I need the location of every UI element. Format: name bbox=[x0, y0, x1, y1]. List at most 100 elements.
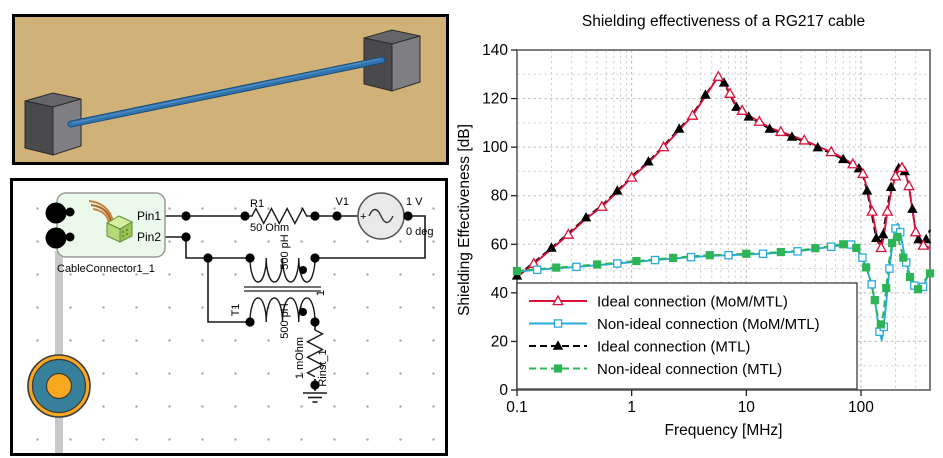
marker-square-filled bbox=[776, 247, 785, 257]
t1-secondary-winding bbox=[249, 297, 316, 323]
v1-phase: 0 deg bbox=[406, 226, 434, 238]
t1-coupling: 1 bbox=[315, 290, 327, 296]
plot-frame bbox=[516, 49, 931, 391]
t1-secondary-polarity-dot bbox=[299, 308, 307, 316]
t1-primary-value: 500 pH bbox=[279, 234, 291, 270]
resistor-r1[interactable]: R1 50 Ohm bbox=[245, 198, 315, 234]
marker-square-open bbox=[613, 259, 622, 268]
marker-square-filled bbox=[811, 244, 820, 253]
coax-cross-section[interactable] bbox=[27, 354, 91, 418]
connector-icon bbox=[88, 200, 134, 243]
r1-value: 50 Ohm bbox=[250, 222, 289, 234]
marker-square-filled bbox=[914, 285, 923, 294]
wire-to-secondary bbox=[207, 258, 250, 323]
marker-square-open bbox=[572, 262, 581, 272]
marker-square-filled bbox=[925, 269, 935, 278]
wire-pin2-to-primary bbox=[165, 236, 250, 259]
y-tick-label: 80 bbox=[491, 188, 509, 205]
marker-square-filled bbox=[882, 283, 891, 293]
marker-triangle-open bbox=[798, 134, 811, 145]
x-tick-label: 0.1 bbox=[506, 399, 528, 416]
marker-square-open bbox=[826, 242, 836, 251]
connector-box-left-3d bbox=[24, 92, 82, 156]
marker-triangle-open bbox=[686, 109, 699, 120]
marker-square-filled bbox=[742, 249, 751, 258]
y-axis-label: Shielding Effectiveness [dB] bbox=[456, 124, 473, 316]
marker-triangle-filled bbox=[546, 242, 557, 252]
v1-plus-sign: + bbox=[360, 211, 366, 223]
y-tick-label: 20 bbox=[491, 333, 509, 350]
marker-triangle-open bbox=[724, 87, 736, 98]
marker-square-filled bbox=[905, 272, 915, 282]
marker-square-filled bbox=[893, 232, 902, 242]
connector-bump-top bbox=[45, 202, 67, 224]
marker-triangle-open bbox=[875, 241, 888, 253]
connector-name-label: CableConnector1_1 bbox=[57, 263, 155, 275]
marker-triangle-open bbox=[753, 115, 766, 126]
t1-secondary-value: 500 pH bbox=[279, 303, 291, 339]
legend-label: Non-ideal connection (MoM/MTL) bbox=[597, 316, 820, 333]
marker-triangle-open bbox=[774, 125, 787, 137]
marker-triangle-filled bbox=[718, 77, 730, 87]
cable-connector-component[interactable]: Pin1 Pin2 bbox=[45, 192, 166, 258]
marker-square-filled bbox=[899, 253, 908, 262]
marker-square-filled bbox=[852, 243, 861, 253]
y-tick-label: 40 bbox=[491, 285, 509, 302]
marker-triangle-filled bbox=[580, 211, 592, 222]
marker-triangle-filled bbox=[612, 185, 623, 195]
marker-square-open bbox=[724, 250, 733, 260]
marker-square-open bbox=[650, 255, 660, 265]
pin1-label: Pin1 bbox=[137, 209, 161, 223]
marker-square-open bbox=[553, 319, 563, 328]
marker-triangle-filled bbox=[673, 123, 685, 133]
shielding-chart-panel: 0.1 1 10 100 0 20 40 60 80 100 120 140 Shielding eff… bbox=[455, 0, 943, 458]
marker-triangle-filled bbox=[552, 340, 564, 350]
shielding-chart: 0.1 1 10 100 0 20 40 60 80 100 120 140 Shielding eff… bbox=[456, 13, 935, 439]
v1-name: V1 bbox=[336, 196, 349, 208]
cable-vertical-bar bbox=[55, 251, 63, 453]
voltage-source-v1[interactable]: + V1 1 V 0 deg bbox=[336, 192, 434, 240]
marker-square-filled bbox=[552, 263, 561, 272]
y-tick-label: 0 bbox=[499, 382, 508, 399]
transformer-t1[interactable]: 500 pH 500 pH 1 T1 bbox=[230, 234, 327, 339]
v1-value: 1 V bbox=[406, 196, 423, 208]
marker-triangle-open bbox=[712, 70, 725, 81]
marker-triangle-filled bbox=[812, 142, 824, 152]
rinst-value: 1 mOhm bbox=[294, 337, 306, 379]
marker-triangle-filled bbox=[913, 233, 924, 244]
schematic-svg: R1 50 Ohm + V1 1 V 0 deg 500 pH bbox=[27, 192, 434, 453]
marker-triangle-filled bbox=[700, 89, 711, 99]
3d-scene bbox=[24, 29, 421, 156]
marker-triangle-filled bbox=[743, 111, 754, 121]
marker-square-filled bbox=[553, 364, 563, 373]
legend-label: Non-ideal connection (MTL) bbox=[597, 361, 782, 378]
marker-square-filled bbox=[876, 320, 885, 329]
resistor-rinst1[interactable]: 1 mOhm Rinst_1 bbox=[294, 329, 329, 387]
marker-square-filled bbox=[512, 266, 522, 276]
pin2-terminal-dot bbox=[65, 232, 75, 242]
ground-symbol bbox=[303, 392, 327, 403]
marker-triangle-open bbox=[825, 145, 838, 157]
y-tick-label: 140 bbox=[482, 42, 508, 59]
marker-triangle-filled bbox=[861, 185, 873, 195]
3d-view-panel bbox=[12, 14, 449, 165]
marker-square-filled bbox=[888, 238, 897, 248]
junction-dots bbox=[181, 211, 413, 390]
t1-name: T1 bbox=[230, 304, 242, 317]
marker-square-filled bbox=[669, 253, 678, 262]
schematic-panel: R1 50 Ohm + V1 1 V 0 deg 500 pH bbox=[10, 178, 448, 456]
marker-square-open bbox=[686, 252, 696, 262]
marker-triangle-filled bbox=[643, 156, 654, 166]
marker-triangle-open bbox=[889, 169, 902, 181]
marker-triangle-filled bbox=[837, 153, 849, 164]
marker-square-filled bbox=[632, 256, 641, 266]
marker-triangle-filled bbox=[786, 131, 798, 141]
connector-box-right-3d bbox=[363, 29, 421, 92]
x-tick-label: 100 bbox=[848, 399, 874, 416]
wire-v1-to-transformer bbox=[315, 215, 426, 259]
legend-label: Ideal connection (MoM/MTL) bbox=[597, 294, 788, 311]
marker-triangle-open bbox=[657, 140, 670, 152]
pin1-terminal-dot bbox=[65, 207, 75, 217]
marker-triangle-open bbox=[881, 205, 894, 216]
marker-square-open bbox=[758, 249, 768, 259]
